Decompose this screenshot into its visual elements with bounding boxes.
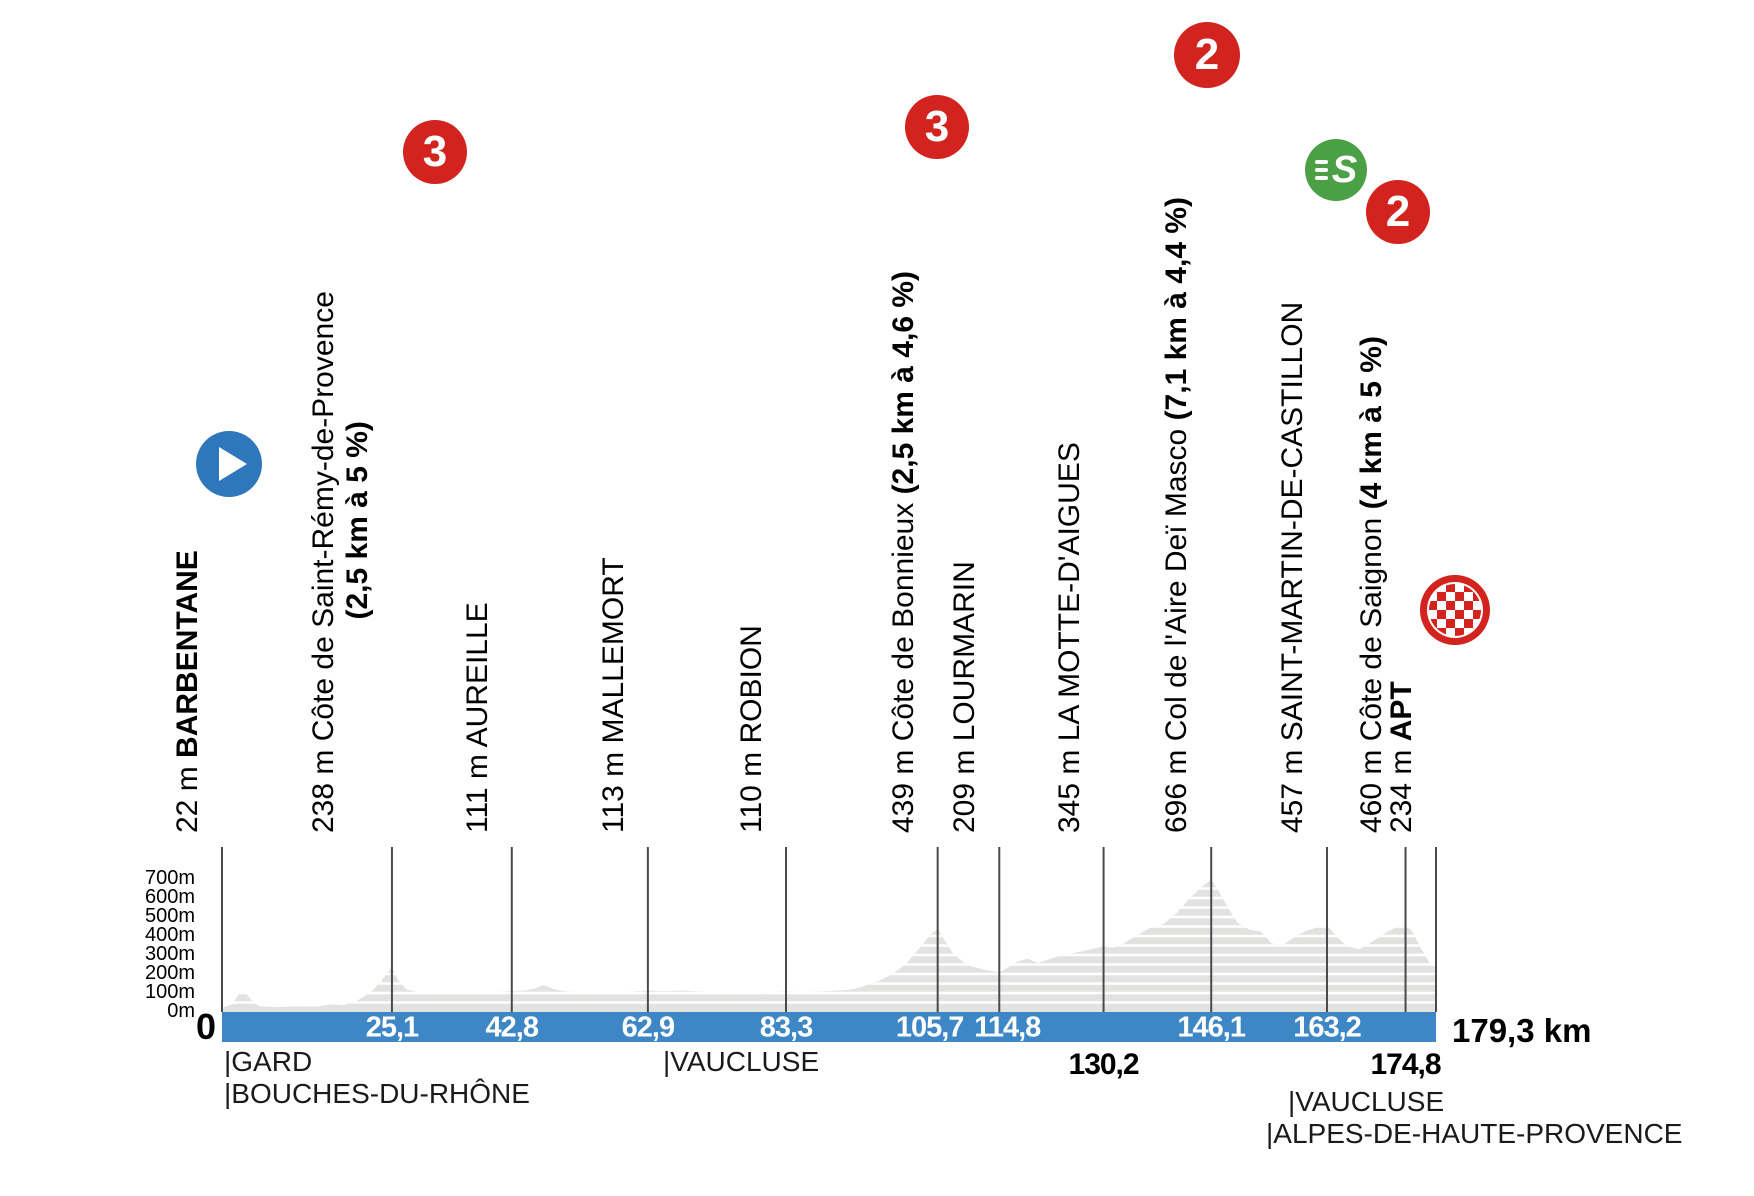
- waypoint-name: Col de l'Aire Deï Masco: [1160, 428, 1194, 742]
- finish-checkered-icon: [1420, 575, 1490, 645]
- distance-bar: [222, 1012, 1436, 1042]
- waypoint-label-5: 439 m Côte de Bonnieux (2,5 km à 4,6 %): [887, 271, 921, 833]
- waypoint-elevation: 234 m: [1385, 741, 1418, 833]
- waypoint-elevation: 457 m: [1275, 741, 1309, 833]
- category-number: 2: [1194, 30, 1220, 79]
- km-marker: 163,2: [1293, 1011, 1362, 1044]
- waypoint-name: APT: [1385, 681, 1418, 742]
- climb-stats: (7,1 km à 4,4 %): [1160, 196, 1194, 429]
- waypoint-name: Côte de Bonnieux: [886, 502, 920, 742]
- waypoint-elevation: 111 m: [460, 747, 494, 833]
- waypoint-label-10: 460 m Côte de Saignon (4 km à 5 %): [1355, 336, 1389, 833]
- start-play-icon: [196, 431, 262, 497]
- elevation-axis-label: 700m: [144, 867, 195, 889]
- waypoint-elevation: 110 m: [735, 743, 768, 833]
- waypoint-label-2: 111 m AUREILLE: [461, 602, 495, 833]
- waypoint-name: ROBION: [735, 625, 768, 744]
- category-2-badge: 2: [1366, 180, 1430, 244]
- speed-lines-icon: [1314, 160, 1328, 180]
- waypoint-label-11: 234 m APT: [1385, 681, 1419, 833]
- waypoint-elevation: 345 m: [1052, 741, 1086, 833]
- sprint-letter: S: [1331, 149, 1358, 191]
- waypoint-label-8: 696 m Col de l'Aire Deï Masco (7,1 km à …: [1160, 197, 1194, 833]
- waypoint-elevation: 439 m: [886, 741, 920, 833]
- km-marker: 114,8: [974, 1011, 1041, 1044]
- department-label: |BOUCHES-DU-RHÔNE: [224, 1078, 530, 1109]
- waypoint-name: SAINT-MARTIN-DE-CASTILLON: [1275, 301, 1309, 742]
- terrain-silhouette: [222, 879, 1436, 1012]
- category-2-badge: 2: [1174, 22, 1240, 88]
- department-label: |ALPES-DE-HAUTE-PROVENCE: [1266, 1118, 1683, 1149]
- climb-stats: (4 km à 5 %): [1354, 336, 1388, 518]
- category-3-badge: 3: [403, 120, 467, 184]
- category-number: 3: [924, 102, 950, 151]
- waypoint-name: AUREILLE: [460, 602, 494, 748]
- waypoint-label-4: 110 m ROBION: [735, 625, 769, 833]
- km-marker: 174,8: [1370, 1048, 1441, 1081]
- waypoint-label-3: 113 m MALLEMORT: [597, 557, 631, 833]
- elevation-axis-label: 300m: [144, 943, 195, 965]
- sprint-badge: S: [1305, 139, 1367, 201]
- waypoint-elevation: 238 m: [306, 741, 340, 833]
- total-distance-label: 179,3 km: [1452, 1012, 1592, 1049]
- waypoint-name: LOURMARIN: [948, 561, 982, 742]
- climb-stats: (2,5 km à 5 %): [340, 421, 374, 620]
- waypoint-label-6: 209 m LOURMARIN: [948, 561, 982, 833]
- elevation-axis-label: 400m: [144, 924, 195, 946]
- waypoint-label-1: 238 m Côte de Saint-Rémy-de-Provence (2,5…: [307, 291, 375, 833]
- waypoint-label-7: 345 m LA MOTTE-D'AIGUES: [1053, 442, 1087, 833]
- climb-stats: (2,5 km à 4,6 %): [886, 270, 920, 503]
- waypoint-name: Côte de Saignon: [1354, 517, 1388, 742]
- waypoint-name: BARBENTANE: [171, 550, 204, 758]
- waypoint-elevation: 460 m: [1354, 741, 1388, 833]
- waypoint-elevation: 696 m: [1160, 741, 1194, 833]
- play-triangle-icon: [218, 447, 247, 481]
- km-marker: 42,8: [485, 1011, 539, 1044]
- km-marker: 62,9: [621, 1011, 675, 1044]
- waypoint-label-0: 22 m BARBENTANE: [171, 550, 205, 833]
- department-label: |VAUCLUSE: [663, 1046, 820, 1077]
- km-marker: 83,3: [759, 1011, 813, 1044]
- waypoint-name: MALLEMORT: [596, 557, 630, 744]
- elevation-axis-label: 100m: [144, 981, 195, 1003]
- km-marker: 130,2: [1068, 1048, 1140, 1081]
- category-number: 3: [422, 127, 448, 176]
- department-label: |GARD: [224, 1046, 313, 1077]
- waypoint-name: Côte de Saint-Rémy-de-Provence: [306, 291, 340, 742]
- waypoint-label-9: 457 m SAINT-MARTIN-DE-CASTILLON: [1276, 302, 1310, 833]
- category-number: 2: [1385, 187, 1411, 236]
- category-3-badge: 3: [905, 95, 969, 159]
- km-marker: 25,1: [365, 1011, 419, 1044]
- elevation-axis-label: 600m: [144, 886, 195, 908]
- waypoint-elevation: 113 m: [596, 743, 630, 833]
- start-km-label: 0: [195, 1006, 216, 1047]
- km-marker: 105,7: [895, 1011, 965, 1044]
- elevation-axis-label: 500m: [144, 905, 195, 927]
- km-marker: 146,1: [1177, 1011, 1246, 1044]
- elevation-axis-label: 200m: [144, 962, 195, 984]
- waypoint-elevation: 22 m: [171, 757, 204, 833]
- department-label: |VAUCLUSE: [1288, 1086, 1445, 1117]
- waypoint-elevation: 209 m: [948, 741, 982, 833]
- elevation-axis-label: 0m: [167, 1000, 195, 1022]
- waypoint-name: LA MOTTE-D'AIGUES: [1052, 442, 1086, 742]
